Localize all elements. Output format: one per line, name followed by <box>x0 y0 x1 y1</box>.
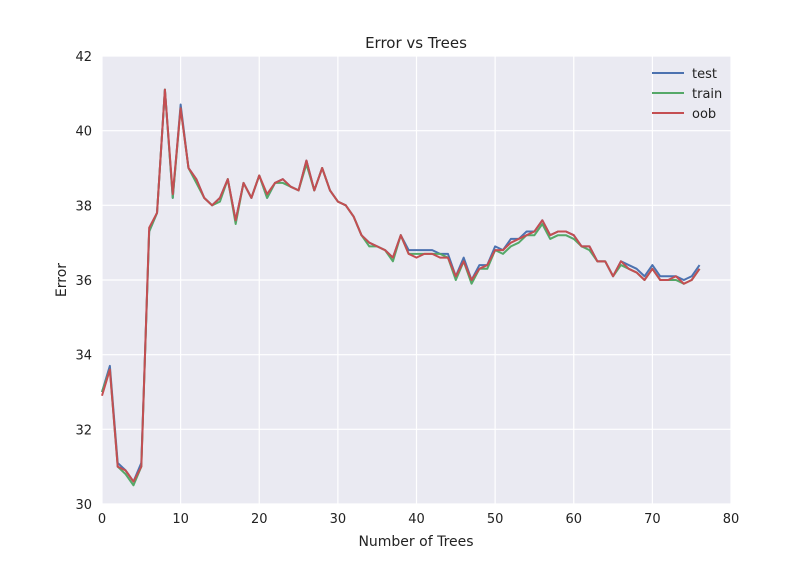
x-tick-label: 80 <box>723 512 740 527</box>
x-tick-label: 20 <box>251 512 268 527</box>
grid-lines <box>101 55 732 505</box>
y-tick-labels: 30 32 34 36 38 40 42 <box>75 50 92 513</box>
series-lines <box>101 88 701 487</box>
x-tick-label: 50 <box>487 512 504 527</box>
legend-label-train: train <box>692 87 722 102</box>
y-tick-label: 40 <box>75 125 92 140</box>
y-tick-label: 38 <box>75 199 92 214</box>
x-tick-label: 30 <box>330 512 347 527</box>
x-tick-label: 60 <box>565 512 582 527</box>
y-tick-label: 34 <box>75 349 92 364</box>
x-tick-labels: 0 10 20 30 40 50 60 70 80 <box>98 512 739 527</box>
x-tick-label: 10 <box>172 512 189 527</box>
series-line-oob <box>101 88 701 483</box>
x-tick-label: 70 <box>644 512 661 527</box>
x-axis-label: Number of Trees <box>358 534 473 550</box>
chart-title: Error vs Trees <box>365 34 467 52</box>
legend: test train oob <box>652 67 722 122</box>
x-tick-label: 0 <box>98 512 106 527</box>
y-axis-label: Error <box>54 263 70 297</box>
y-tick-label: 36 <box>75 274 92 289</box>
legend-label-test: test <box>692 67 717 82</box>
legend-label-oob: oob <box>692 107 716 122</box>
y-tick-label: 32 <box>75 423 92 438</box>
x-tick-label: 40 <box>408 512 425 527</box>
y-tick-label: 30 <box>75 498 92 513</box>
y-tick-label: 42 <box>75 50 92 65</box>
